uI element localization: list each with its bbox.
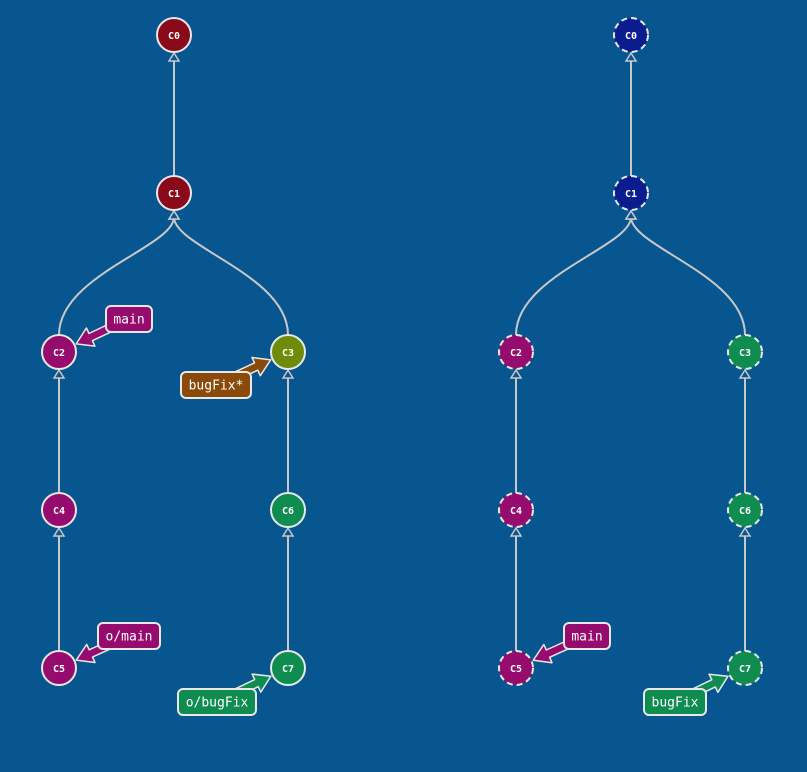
local-repo-panel: C0 C1 C2 C3 C4 C5 C6 C7 main bugFix* o/main o/bugFi…	[41, 17, 306, 716]
commit-label: C1	[625, 189, 637, 200]
branch-label-text: main	[113, 313, 144, 328]
commit-node-circle	[156, 17, 192, 53]
commit-node-circle	[727, 492, 763, 528]
branch-o-main[interactable]: o/main	[75, 622, 161, 664]
commits: C0 C1 C2 C3 C4 C5 C6 C7	[498, 17, 763, 686]
arrowhead-icon	[738, 368, 752, 379]
arrowhead-icon	[281, 368, 295, 379]
arrowhead-icon	[52, 526, 66, 537]
commit-node-circle	[498, 650, 534, 686]
branch-label-box	[643, 688, 707, 716]
arrowhead-icon	[509, 526, 523, 537]
commit-label: C6	[282, 506, 294, 517]
branch-labels: main bugFix* o/main o/bugFix	[75, 305, 272, 716]
commit-label: C7	[739, 664, 751, 675]
branch-label-box	[97, 622, 161, 650]
edges	[509, 51, 752, 651]
branch-label-box	[563, 622, 611, 650]
commit-c1[interactable]: C1	[156, 175, 192, 211]
commit-node-circle	[270, 492, 306, 528]
commit-label: C3	[282, 348, 294, 359]
branch-label-box	[105, 305, 153, 333]
commit-node-circle	[613, 175, 649, 211]
commit-label: C4	[53, 506, 65, 517]
commit-c7[interactable]: C7	[270, 650, 306, 686]
edges	[52, 51, 295, 651]
commit-node-circle	[727, 650, 763, 686]
commit-label: C0	[168, 31, 180, 42]
commits: C0 C1 C2 C3 C4 C5 C6 C7	[41, 17, 306, 686]
commit-c4[interactable]: C4	[498, 492, 534, 528]
commit-node-circle	[156, 175, 192, 211]
commit-node-circle	[270, 650, 306, 686]
commit-node-circle	[41, 334, 77, 370]
edge-c3-c1	[630, 216, 746, 336]
branch-label-text: bugFix*	[189, 379, 244, 394]
branch-bugfix-head[interactable]: bugFix*	[180, 356, 272, 399]
commit-node-circle	[498, 334, 534, 370]
commit-node-circle	[727, 334, 763, 370]
commit-label: C7	[282, 664, 294, 675]
commit-c3[interactable]: C3	[727, 334, 763, 370]
edge-c2-c1	[58, 216, 175, 336]
commit-node-circle	[613, 17, 649, 53]
commit-node-circle	[270, 334, 306, 370]
commit-c2[interactable]: C2	[498, 334, 534, 370]
remote-repo-panel: C0 C1 C2 C3 C4 C5 C6 C7 main bugFix	[498, 17, 763, 716]
arrowhead-icon	[624, 209, 638, 220]
branch-label-text: o/main	[106, 630, 153, 645]
commit-node-circle	[41, 650, 77, 686]
branch-labels: main bugFix	[532, 622, 729, 716]
commit-c0[interactable]: C0	[156, 17, 192, 53]
commit-c2[interactable]: C2	[41, 334, 77, 370]
commit-c3[interactable]: C3	[270, 334, 306, 370]
commit-label: C2	[53, 348, 65, 359]
arrowhead-icon	[52, 368, 66, 379]
commit-node-circle	[41, 492, 77, 528]
commit-label: C6	[739, 506, 751, 517]
arrowhead-icon	[167, 209, 181, 220]
commit-label: C4	[510, 506, 522, 517]
arrowhead-icon	[509, 368, 523, 379]
commit-c7[interactable]: C7	[727, 650, 763, 686]
commit-c1[interactable]: C1	[613, 175, 649, 211]
commit-c0[interactable]: C0	[613, 17, 649, 53]
arrowhead-icon	[624, 51, 638, 62]
branch-label-text: main	[571, 630, 602, 645]
commit-c5[interactable]: C5	[41, 650, 77, 686]
commit-c4[interactable]: C4	[41, 492, 77, 528]
commit-label: C1	[168, 189, 180, 200]
branch-label-box	[177, 688, 257, 716]
arrowhead-icon	[738, 526, 752, 537]
commit-node-circle	[498, 492, 534, 528]
branch-bugfix[interactable]: bugFix	[643, 673, 729, 716]
edge-c2-c1	[515, 216, 632, 336]
commit-label: C2	[510, 348, 522, 359]
commit-c6[interactable]: C6	[270, 492, 306, 528]
arrowhead-icon	[281, 526, 295, 537]
branch-label-text: bugFix	[652, 696, 699, 711]
commit-label: C3	[739, 348, 751, 359]
commit-label: C5	[53, 664, 65, 675]
branch-label-box	[180, 371, 252, 399]
edge-c3-c1	[173, 216, 289, 336]
commit-c6[interactable]: C6	[727, 492, 763, 528]
arrowhead-icon	[167, 51, 181, 62]
commit-label: C0	[625, 31, 637, 42]
branch-o-bugfix[interactable]: o/bugFix	[177, 673, 272, 716]
branch-main[interactable]: main	[75, 305, 153, 347]
commit-c5[interactable]: C5	[498, 650, 534, 686]
commit-label: C5	[510, 664, 522, 675]
branch-label-text: o/bugFix	[186, 696, 249, 711]
branch-main[interactable]: main	[532, 622, 611, 664]
